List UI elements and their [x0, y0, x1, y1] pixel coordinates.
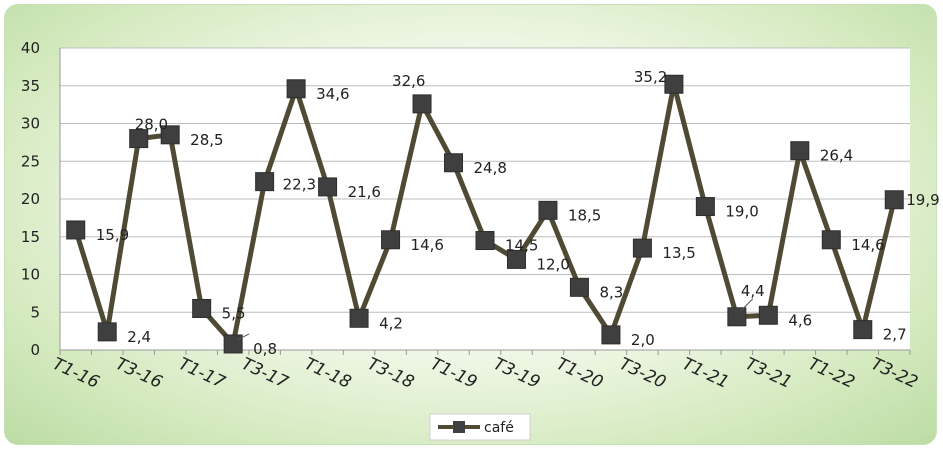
x-tick-label: T3-19 — [490, 354, 543, 393]
y-tick-label: 15 — [21, 228, 40, 246]
x-tick-label: T3-21 — [742, 354, 795, 393]
data-label: 28,5 — [190, 131, 223, 149]
data-label: 22,3 — [283, 176, 316, 194]
data-point-marker — [632, 238, 652, 258]
y-tick-label: 20 — [21, 190, 40, 208]
data-label: 32,6 — [392, 72, 425, 90]
y-tick-label: 35 — [21, 77, 40, 95]
x-tick-label: T1-18 — [301, 354, 354, 393]
x-tick-label: T3-22 — [868, 354, 921, 393]
x-tick-label: T3-17 — [238, 354, 291, 393]
data-label: 19,0 — [725, 203, 758, 221]
y-tick-label: 30 — [21, 115, 40, 133]
data-point-marker — [318, 177, 338, 197]
x-tick-label: T1-22 — [805, 354, 858, 393]
data-label: 4,6 — [788, 311, 812, 329]
data-point-marker — [223, 334, 243, 354]
data-point-marker — [506, 249, 526, 269]
data-label: 4,4 — [741, 282, 765, 300]
x-tick-label: T1-21 — [679, 354, 732, 393]
data-label: 4,2 — [379, 314, 403, 332]
data-point-marker — [821, 230, 841, 250]
data-label: 2,0 — [631, 331, 655, 349]
data-label: 21,6 — [348, 183, 381, 201]
data-point-marker — [444, 153, 464, 173]
data-label: 8,3 — [599, 283, 623, 301]
data-point-marker — [853, 320, 873, 340]
data-label: 2,4 — [127, 328, 151, 346]
x-tick-label: T1-19 — [427, 354, 480, 393]
data-point-marker — [727, 307, 747, 327]
y-tick-label: 5 — [30, 303, 40, 321]
data-label: 13,5 — [662, 244, 695, 262]
data-point-marker — [758, 305, 778, 325]
data-point-marker — [475, 231, 495, 251]
legend-label-cafe: café — [484, 420, 514, 436]
data-point-marker — [601, 325, 621, 345]
data-point-marker — [192, 298, 212, 318]
data-point-marker — [286, 79, 306, 99]
data-point-marker — [695, 197, 715, 217]
x-tick-label: T1-17 — [175, 354, 228, 393]
y-tick-label: 25 — [21, 152, 40, 170]
data-point-marker — [538, 200, 558, 220]
data-label: 15,9 — [96, 226, 129, 244]
data-point-marker — [160, 125, 180, 145]
data-label: 28,0 — [135, 116, 168, 134]
data-point-marker — [129, 129, 149, 149]
x-tick-label: T3-20 — [616, 354, 669, 393]
y-tick-label: 0 — [30, 341, 40, 359]
data-point-marker — [664, 74, 684, 94]
data-label: 35,2 — [634, 68, 667, 86]
x-tick-label: T1-20 — [553, 354, 606, 393]
data-point-marker — [66, 220, 86, 240]
data-label: 14,6 — [411, 236, 444, 254]
data-label: 26,4 — [820, 147, 853, 165]
data-point-marker — [412, 94, 432, 114]
data-point-marker — [569, 277, 589, 297]
data-point-marker — [790, 141, 810, 161]
data-label: 18,5 — [568, 206, 601, 224]
data-label: 24,8 — [474, 159, 507, 177]
data-label: 14,5 — [505, 237, 538, 255]
data-label: 34,6 — [316, 85, 349, 103]
x-tick-label: T1-16 — [49, 354, 102, 393]
data-point-marker — [97, 322, 117, 342]
leader-line — [236, 333, 250, 341]
y-tick-label: 40 — [21, 39, 40, 57]
x-tick-label: T3-16 — [112, 354, 165, 393]
data-point-marker — [884, 190, 904, 210]
x-tick-label: T3-18 — [364, 354, 417, 393]
y-tick-label: 10 — [21, 266, 40, 284]
data-point-marker — [349, 308, 369, 328]
data-label: 2,7 — [883, 326, 907, 344]
data-label: 19,9 — [906, 191, 939, 209]
data-point-marker — [381, 230, 401, 250]
data-label: 12,0 — [536, 255, 569, 273]
leader-line — [740, 298, 754, 312]
legend-marker-cafe — [453, 421, 465, 433]
data-label: 14,6 — [851, 236, 884, 254]
data-label: 0,8 — [253, 340, 277, 358]
data-label: 5,5 — [222, 304, 246, 322]
data-point-marker — [255, 172, 275, 192]
